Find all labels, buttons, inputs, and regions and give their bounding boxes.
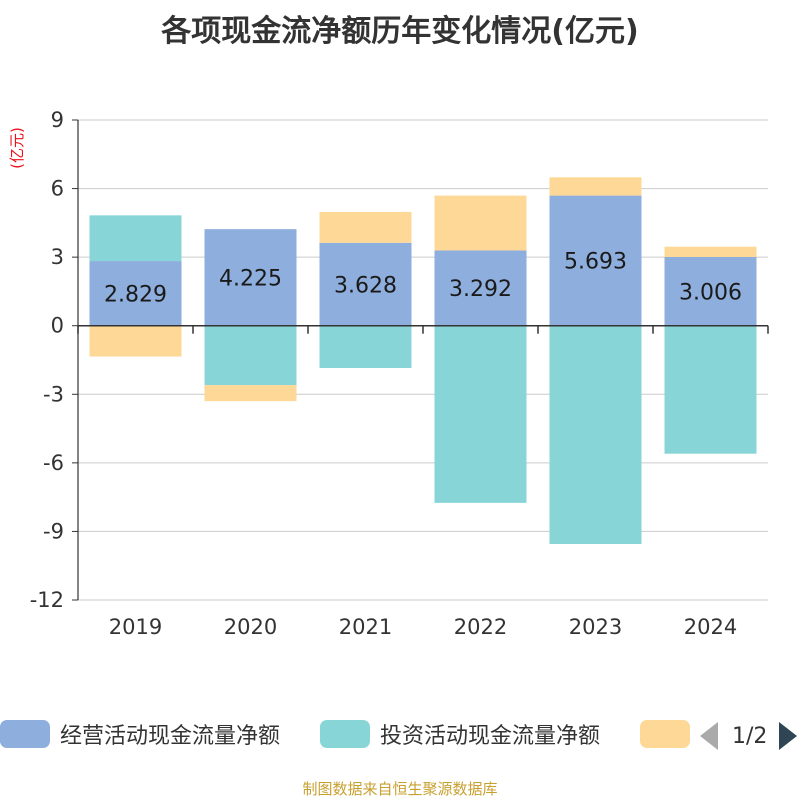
legend-swatch-financing [640, 720, 690, 748]
data-label: 2.829 [104, 282, 167, 307]
bar-segment-series-0-2023[interactable] [549, 195, 642, 326]
y-tick-label: -6 [43, 451, 64, 475]
bars [89, 177, 757, 544]
bar-segment-series-0-2022[interactable] [434, 250, 527, 326]
legend-label-operating: 经营活动现金流量净额 [60, 724, 281, 749]
bar-segment-series-1-2021[interactable] [319, 325, 412, 368]
bar-segment-series-2-2022[interactable] [434, 195, 527, 251]
data-label: 4.225 [219, 266, 282, 291]
x-tick-label: 2019 [109, 615, 162, 639]
bar-segment-series-1-2022[interactable] [434, 325, 527, 503]
legend-item-operating[interactable]: 经营活动现金流量净额 [0, 716, 280, 752]
bar-segment-series-2-2020[interactable] [204, 385, 297, 402]
y-tick-label: 9 [51, 108, 64, 132]
bar-segment-series-0-2019[interactable] [89, 261, 182, 326]
data-label: 3.292 [449, 277, 512, 302]
legend-swatch-operating [0, 720, 50, 748]
legend-pager: 1/2 [700, 718, 798, 754]
x-tick-label: 2023 [569, 615, 622, 639]
axes: 9 6 3 0 -3 -6 -9 -12 2019 2020 2021 2022 2023 2024 [30, 108, 769, 639]
next-page-icon[interactable] [779, 722, 798, 750]
legend-item-investing[interactable]: 投资活动现金流量净额 [320, 716, 600, 752]
bar-segment-series-2-2021[interactable] [319, 211, 412, 243]
y-tick-label: 6 [51, 177, 64, 201]
data-labels: 2.829 4.225 3.628 3.292 5.693 3.006 [104, 250, 742, 308]
legend: 经营活动现金流量净额 投资活动现金流量净额 1/2 [0, 716, 800, 756]
x-tick-label: 2021 [339, 615, 392, 639]
x-tick-label: 2024 [684, 615, 737, 639]
bar-segment-series-2-2023[interactable] [549, 177, 642, 196]
data-label: 3.006 [679, 280, 742, 305]
legend-label-investing: 投资活动现金流量净额 [380, 724, 601, 749]
bar-segment-series-2-2019[interactable] [89, 325, 182, 357]
bar-segment-series-1-2024[interactable] [664, 325, 757, 454]
bar-segment-series-2-2024[interactable] [664, 246, 757, 258]
legend-swatch-investing [320, 720, 370, 748]
source-note: 制图数据来自恒生聚源数据库 [302, 780, 498, 798]
y-tick-label: 0 [51, 314, 64, 338]
bar-segment-series-1-2023[interactable] [549, 325, 642, 544]
bar-segment-series-1-2020[interactable] [204, 325, 297, 386]
legend-item-financing[interactable] [640, 716, 700, 752]
bar-segment-series-0-2020[interactable] [204, 229, 297, 326]
page-indicator: 1/2 [732, 723, 768, 749]
bar-segment-series-0-2024[interactable] [664, 257, 757, 326]
y-axis-unit-label: (亿元) [8, 127, 26, 169]
chart-title: 各项现金流净额历年变化情况(亿元) [161, 14, 639, 49]
bar-segment-series-1-2019[interactable] [89, 215, 182, 262]
gridlines [78, 119, 768, 601]
data-label: 3.628 [334, 273, 397, 298]
data-label: 5.693 [564, 250, 627, 275]
x-tick-label: 2020 [224, 615, 277, 639]
y-tick-label: -3 [43, 382, 64, 406]
y-tick-label: -9 [43, 519, 64, 543]
y-tick-label: 3 [51, 245, 64, 269]
prev-page-icon[interactable] [700, 722, 718, 750]
x-tick-label: 2022 [454, 615, 507, 639]
y-tick-label: -12 [30, 588, 64, 612]
bar-segment-series-0-2021[interactable] [319, 242, 412, 326]
